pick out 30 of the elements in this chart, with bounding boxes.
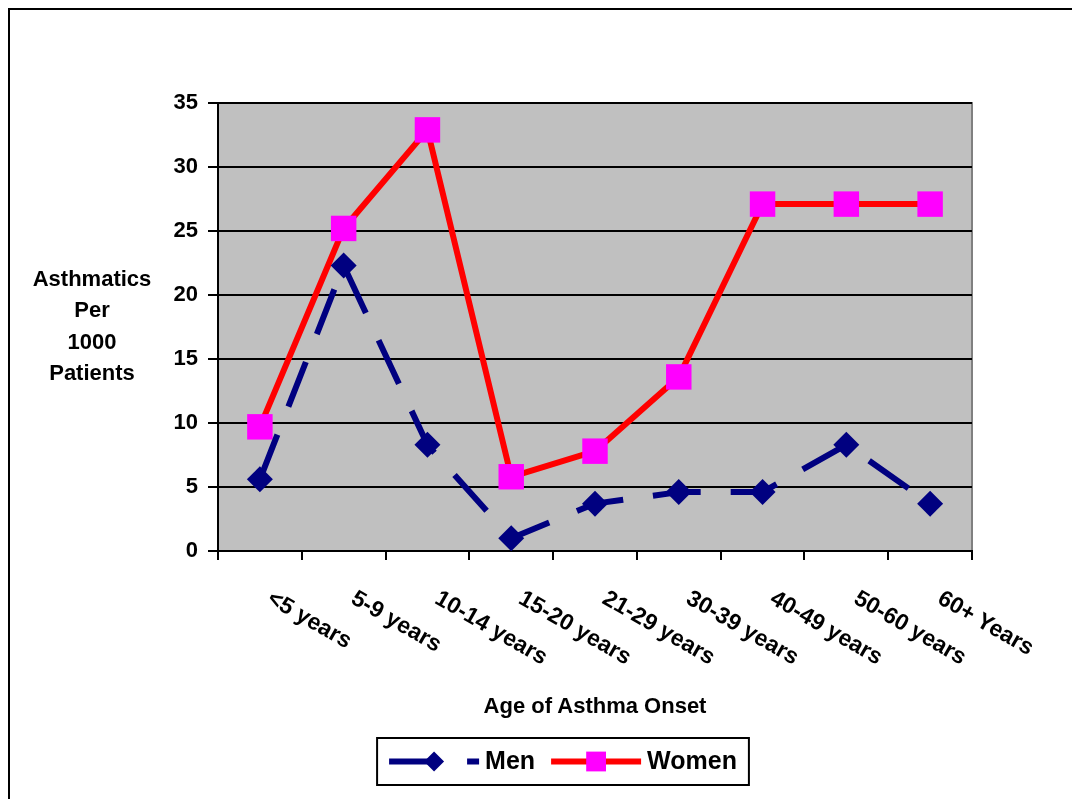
point bbox=[582, 490, 608, 517]
x-axis-title: Age of Asthma Onset bbox=[483, 693, 708, 719]
point bbox=[917, 490, 944, 517]
point bbox=[833, 431, 860, 458]
y-axis-title: Asthmatics Per 1000 Patients bbox=[32, 266, 152, 386]
y-tick-label: 35 bbox=[173, 89, 198, 115]
point bbox=[749, 479, 776, 506]
point bbox=[414, 117, 441, 143]
point bbox=[247, 414, 273, 440]
point bbox=[749, 191, 776, 217]
point bbox=[330, 252, 357, 279]
point bbox=[582, 438, 608, 464]
y-tick-label: 0 bbox=[185, 537, 198, 563]
point bbox=[246, 466, 273, 493]
point bbox=[498, 464, 524, 490]
y-tick-label: 25 bbox=[173, 217, 198, 243]
point bbox=[330, 215, 357, 242]
y-tick-label: 30 bbox=[173, 153, 198, 179]
point bbox=[665, 479, 692, 506]
point bbox=[666, 364, 692, 390]
point bbox=[498, 525, 525, 551]
point bbox=[414, 431, 441, 458]
y-tick-label: 5 bbox=[185, 473, 198, 499]
legend-label: Women bbox=[647, 746, 737, 775]
y-tick-label: 20 bbox=[173, 281, 198, 307]
point bbox=[917, 191, 943, 217]
legend-label: Men bbox=[485, 746, 536, 775]
point bbox=[833, 191, 860, 217]
y-tick-label: 15 bbox=[173, 345, 198, 371]
y-tick-label: 10 bbox=[173, 409, 198, 435]
